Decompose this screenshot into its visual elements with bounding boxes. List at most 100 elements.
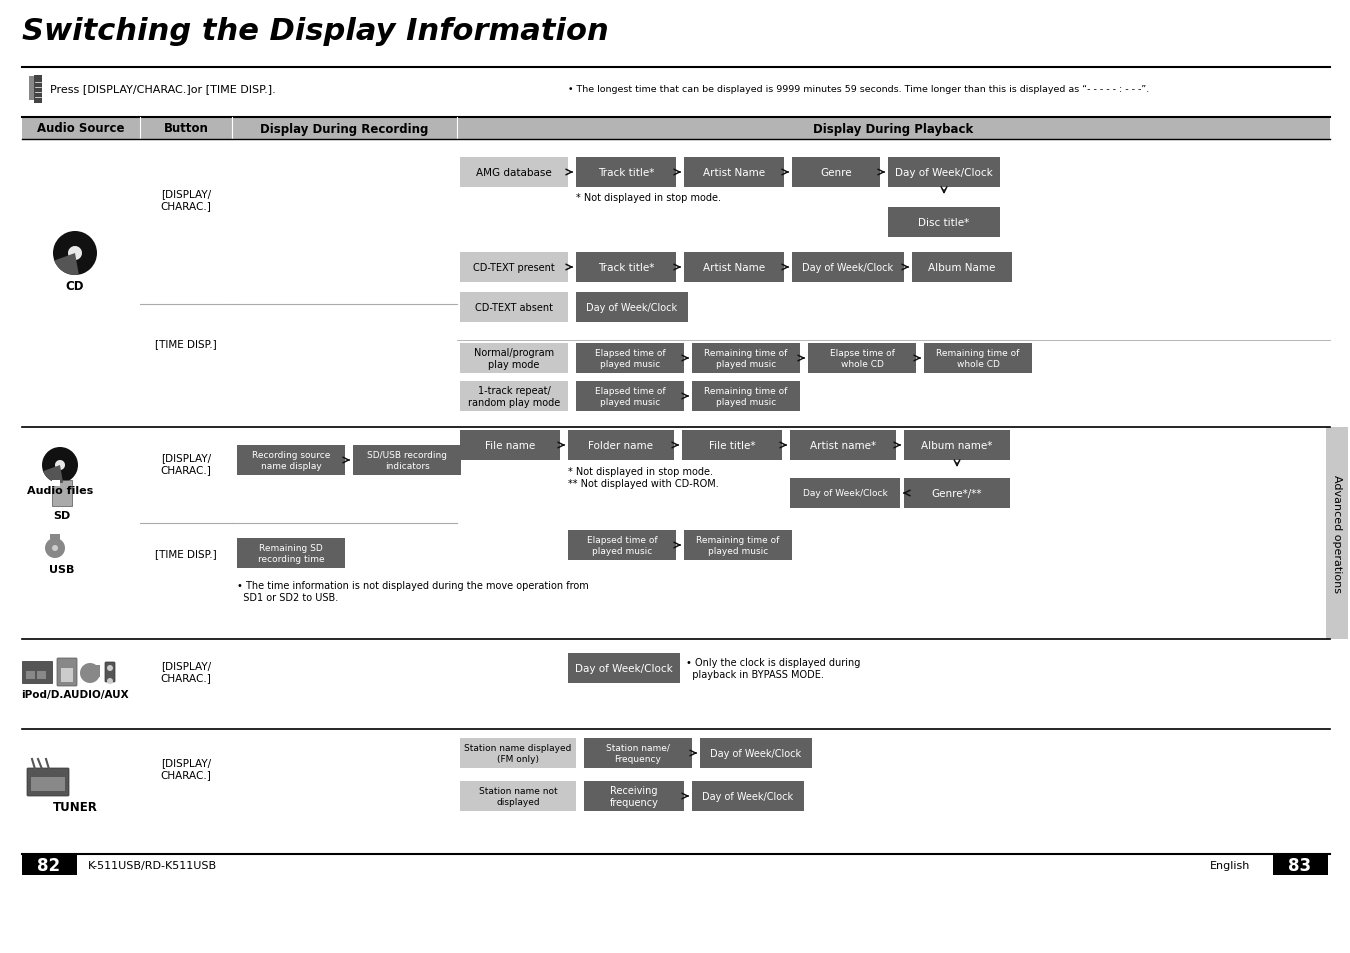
FancyBboxPatch shape [904,431,1010,460]
Text: Genre: Genre [821,168,852,178]
Bar [31,778,65,791]
Text: Day of Week/Clock: Day of Week/Clock [586,303,678,313]
Wedge shape [53,232,97,275]
Text: Elapsed time of
played music: Elapsed time of played music [595,349,666,369]
Bar [22,855,77,875]
Text: Station name/
Frequency: Station name/ Frequency [606,743,670,763]
Text: • The time information is not displayed during the move operation from
  SD1 or : • The time information is not displayed … [238,580,589,602]
FancyBboxPatch shape [568,531,676,560]
FancyBboxPatch shape [792,158,880,188]
Text: * Not displayed in stop mode.: * Not displayed in stop mode. [576,193,721,203]
FancyBboxPatch shape [576,253,676,283]
Text: 1-track repeat/
random play mode: 1-track repeat/ random play mode [468,385,560,408]
Text: Artist Name: Artist Name [703,263,765,273]
FancyBboxPatch shape [460,739,576,768]
Circle shape [107,665,113,671]
FancyBboxPatch shape [585,781,684,811]
Text: File title*: File title* [709,440,755,451]
Text: Audio files: Audio files [27,485,93,496]
Bar [1273,855,1328,875]
FancyBboxPatch shape [913,253,1012,283]
Text: AMG database: AMG database [477,168,552,178]
Bar [28,77,40,101]
FancyBboxPatch shape [684,158,784,188]
FancyBboxPatch shape [568,431,674,460]
Text: Disc title*: Disc title* [918,218,969,228]
Text: Day of Week/Clock: Day of Week/Clock [710,748,802,759]
Text: • Only the clock is displayed during
  playback in BYPASS MODE.: • Only the clock is displayed during pla… [686,658,860,679]
Circle shape [53,545,58,552]
Circle shape [45,538,65,558]
Text: Elapse time of
whole CD: Elapse time of whole CD [829,349,895,369]
Text: Audio Source: Audio Source [38,122,124,135]
Wedge shape [42,448,78,483]
FancyBboxPatch shape [352,446,460,476]
FancyBboxPatch shape [693,381,801,412]
Text: Album Name: Album Name [929,263,996,273]
Text: Album name*: Album name* [921,440,992,451]
Text: Day of Week/Clock: Day of Week/Clock [802,263,894,273]
FancyBboxPatch shape [888,208,1000,237]
Text: Track title*: Track title* [598,168,655,178]
Text: Button: Button [163,122,208,135]
FancyBboxPatch shape [460,431,560,460]
Text: Remaining time of
played music: Remaining time of played music [697,536,780,556]
Bar [50,535,59,548]
Bar [36,671,46,679]
Text: Day of Week/Clock: Day of Week/Clock [803,489,887,498]
Text: CD-TEXT present: CD-TEXT present [472,263,555,273]
FancyBboxPatch shape [701,739,811,768]
FancyBboxPatch shape [792,253,904,283]
FancyBboxPatch shape [460,781,576,811]
Text: Remaining time of
whole CD: Remaining time of whole CD [937,349,1019,369]
Wedge shape [43,465,63,483]
Text: Receiving
frequency: Receiving frequency [610,785,659,807]
FancyBboxPatch shape [57,659,77,686]
Text: Day of Week/Clock: Day of Week/Clock [895,168,992,178]
FancyBboxPatch shape [27,768,69,796]
Text: 82: 82 [38,856,61,874]
Text: SD/USB recording
indicators: SD/USB recording indicators [367,451,447,471]
FancyBboxPatch shape [22,118,140,140]
Text: CD-TEXT absent: CD-TEXT absent [475,303,554,313]
FancyBboxPatch shape [238,538,346,568]
FancyBboxPatch shape [682,431,782,460]
FancyBboxPatch shape [790,431,896,460]
Text: Genre*/**: Genre*/** [931,489,983,498]
Bar [26,671,35,679]
Bar [22,661,53,683]
FancyBboxPatch shape [53,480,72,506]
Text: USB: USB [50,564,74,575]
Wedge shape [55,460,65,471]
Text: TUNER: TUNER [53,801,97,813]
FancyBboxPatch shape [140,118,232,140]
Text: [TIME DISP.]: [TIME DISP.] [155,338,217,349]
Text: 83: 83 [1288,856,1312,874]
Text: Switching the Display Information: Switching the Display Information [22,17,609,46]
Text: [DISPLAY/
CHARAC.]: [DISPLAY/ CHARAC.] [161,758,212,779]
FancyBboxPatch shape [809,344,917,374]
FancyBboxPatch shape [105,662,115,682]
Text: [TIME DISP.]: [TIME DISP.] [155,548,217,558]
Bar [96,665,100,678]
FancyBboxPatch shape [458,118,1330,140]
Text: [DISPLAY/
CHARAC.]: [DISPLAY/ CHARAC.] [161,660,212,682]
Text: Display During Recording: Display During Recording [261,122,429,135]
FancyBboxPatch shape [923,344,1031,374]
Wedge shape [54,253,78,275]
Text: English: English [1210,861,1250,870]
Text: Day of Week/Clock: Day of Week/Clock [702,791,794,801]
Circle shape [80,663,100,683]
FancyBboxPatch shape [888,158,1000,188]
Text: Remaining SD
recording time: Remaining SD recording time [258,543,324,563]
FancyBboxPatch shape [576,293,688,323]
Text: Remaining time of
played music: Remaining time of played music [705,349,787,369]
FancyBboxPatch shape [576,344,684,374]
Text: [DISPLAY/
CHARAC.]: [DISPLAY/ CHARAC.] [161,189,212,211]
FancyBboxPatch shape [693,781,805,811]
FancyBboxPatch shape [585,739,693,768]
FancyBboxPatch shape [693,344,801,374]
Text: Remaining time of
played music: Remaining time of played music [705,387,787,407]
Text: Day of Week/Clock: Day of Week/Clock [575,663,672,673]
FancyBboxPatch shape [61,668,73,682]
